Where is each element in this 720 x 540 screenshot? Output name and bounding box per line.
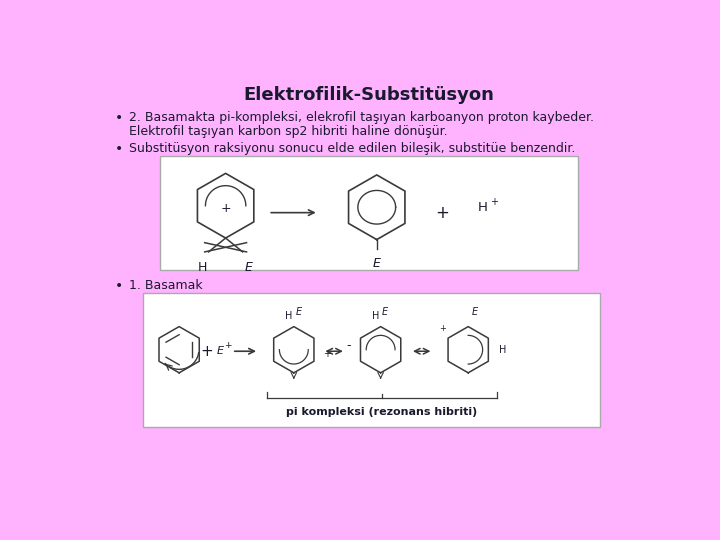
Text: H: H — [372, 311, 379, 321]
Text: H: H — [198, 261, 207, 274]
Text: pi kompleksi (rezonans hibriti): pi kompleksi (rezonans hibriti) — [286, 408, 477, 417]
Text: E: E — [373, 256, 381, 269]
Text: +: + — [200, 344, 212, 359]
Text: H: H — [477, 201, 487, 214]
Text: -: - — [346, 339, 351, 352]
Text: E: E — [382, 307, 388, 318]
Text: •: • — [115, 111, 124, 125]
Text: +: + — [323, 349, 331, 359]
Text: 1. Basamak: 1. Basamak — [129, 279, 202, 292]
Text: +: + — [436, 204, 449, 221]
Bar — [160, 156, 578, 269]
Text: E: E — [472, 307, 477, 318]
Text: E: E — [245, 261, 253, 274]
Text: Elektrofilik-Substitüsyon: Elektrofilik-Substitüsyon — [243, 86, 495, 104]
Text: +: + — [224, 341, 232, 350]
Text: H: H — [499, 345, 507, 355]
Text: E: E — [295, 307, 302, 318]
Text: •: • — [115, 142, 124, 156]
Text: •: • — [115, 279, 124, 293]
Text: 2. Basamakta pi-kompleksi, elekrofil taşıyan karboanyon proton kaybeder.: 2. Basamakta pi-kompleksi, elekrofil taş… — [129, 111, 594, 124]
Text: +: + — [220, 202, 231, 215]
Text: E: E — [216, 346, 223, 356]
Text: +: + — [440, 323, 446, 333]
Text: Elektrofil taşıyan karbon sp2 hibriti haline dönüşür.: Elektrofil taşıyan karbon sp2 hibriti ha… — [129, 125, 447, 138]
Text: H: H — [286, 311, 293, 321]
Text: Substitüsyon raksiyonu sonucu elde edilen bileşik, substitüe benzendir.: Substitüsyon raksiyonu sonucu elde edile… — [129, 142, 575, 155]
Bar — [143, 293, 600, 428]
Text: +: + — [490, 197, 498, 207]
